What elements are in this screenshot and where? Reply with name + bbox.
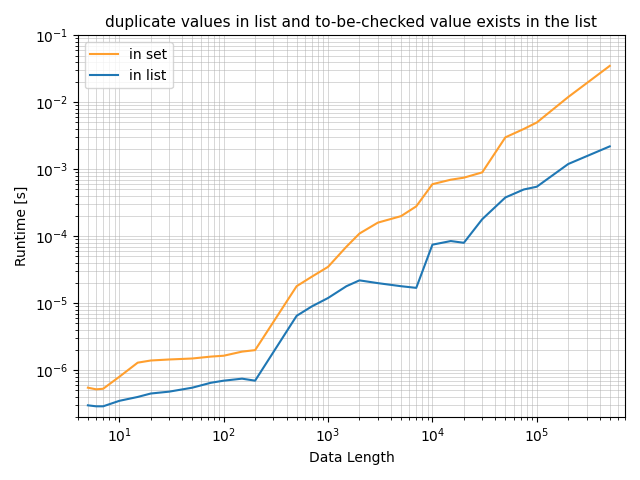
in list bbox=[252, 378, 259, 384]
in list bbox=[502, 194, 509, 200]
in set bbox=[92, 386, 100, 392]
in list bbox=[238, 376, 246, 382]
in set bbox=[533, 120, 541, 125]
in set bbox=[207, 354, 214, 360]
in list bbox=[147, 391, 155, 396]
in set bbox=[308, 274, 316, 279]
in list bbox=[188, 385, 196, 391]
in set bbox=[397, 213, 405, 219]
in list bbox=[220, 378, 227, 384]
in list bbox=[374, 280, 381, 286]
in list bbox=[134, 394, 141, 400]
in set bbox=[99, 386, 107, 392]
in set bbox=[165, 357, 173, 362]
in list bbox=[115, 398, 123, 404]
in list bbox=[324, 295, 332, 301]
in set bbox=[147, 358, 155, 363]
X-axis label: Data Length: Data Length bbox=[308, 451, 394, 465]
in list bbox=[447, 238, 454, 244]
in set bbox=[460, 175, 468, 180]
Legend: in set, in list: in set, in list bbox=[84, 42, 173, 88]
in list bbox=[429, 242, 436, 248]
in list bbox=[356, 277, 364, 283]
in list bbox=[478, 216, 486, 222]
in set bbox=[564, 94, 572, 100]
in set bbox=[374, 220, 381, 226]
in set bbox=[220, 353, 227, 359]
in set bbox=[252, 347, 259, 353]
in list bbox=[533, 184, 541, 190]
in set bbox=[606, 63, 614, 69]
in set bbox=[134, 360, 141, 366]
in set bbox=[478, 169, 486, 175]
in set bbox=[115, 374, 123, 380]
in list bbox=[165, 389, 173, 395]
in list bbox=[397, 283, 405, 289]
in list bbox=[412, 285, 420, 291]
in set bbox=[292, 283, 300, 289]
in set bbox=[84, 385, 92, 391]
in list bbox=[84, 402, 92, 408]
in set bbox=[412, 204, 420, 209]
in list bbox=[308, 303, 316, 309]
in list bbox=[99, 403, 107, 409]
Line: in list: in list bbox=[88, 146, 610, 406]
in set bbox=[447, 177, 454, 182]
in set bbox=[429, 181, 436, 187]
in set bbox=[238, 349, 246, 355]
in list bbox=[342, 283, 350, 289]
in set bbox=[188, 356, 196, 361]
in set bbox=[342, 244, 350, 250]
in list bbox=[292, 313, 300, 319]
in set bbox=[520, 126, 527, 132]
Title: duplicate values in list and to-be-checked value exists in the list: duplicate values in list and to-be-check… bbox=[106, 15, 597, 30]
in set bbox=[324, 264, 332, 270]
in set bbox=[502, 134, 509, 140]
Line: in set: in set bbox=[88, 66, 610, 389]
Y-axis label: Runtime [s]: Runtime [s] bbox=[15, 186, 29, 266]
in list bbox=[92, 403, 100, 409]
in list bbox=[207, 380, 214, 386]
in list bbox=[606, 144, 614, 149]
in list bbox=[520, 187, 527, 192]
in list bbox=[460, 240, 468, 246]
in list bbox=[564, 161, 572, 167]
in set bbox=[356, 231, 364, 237]
